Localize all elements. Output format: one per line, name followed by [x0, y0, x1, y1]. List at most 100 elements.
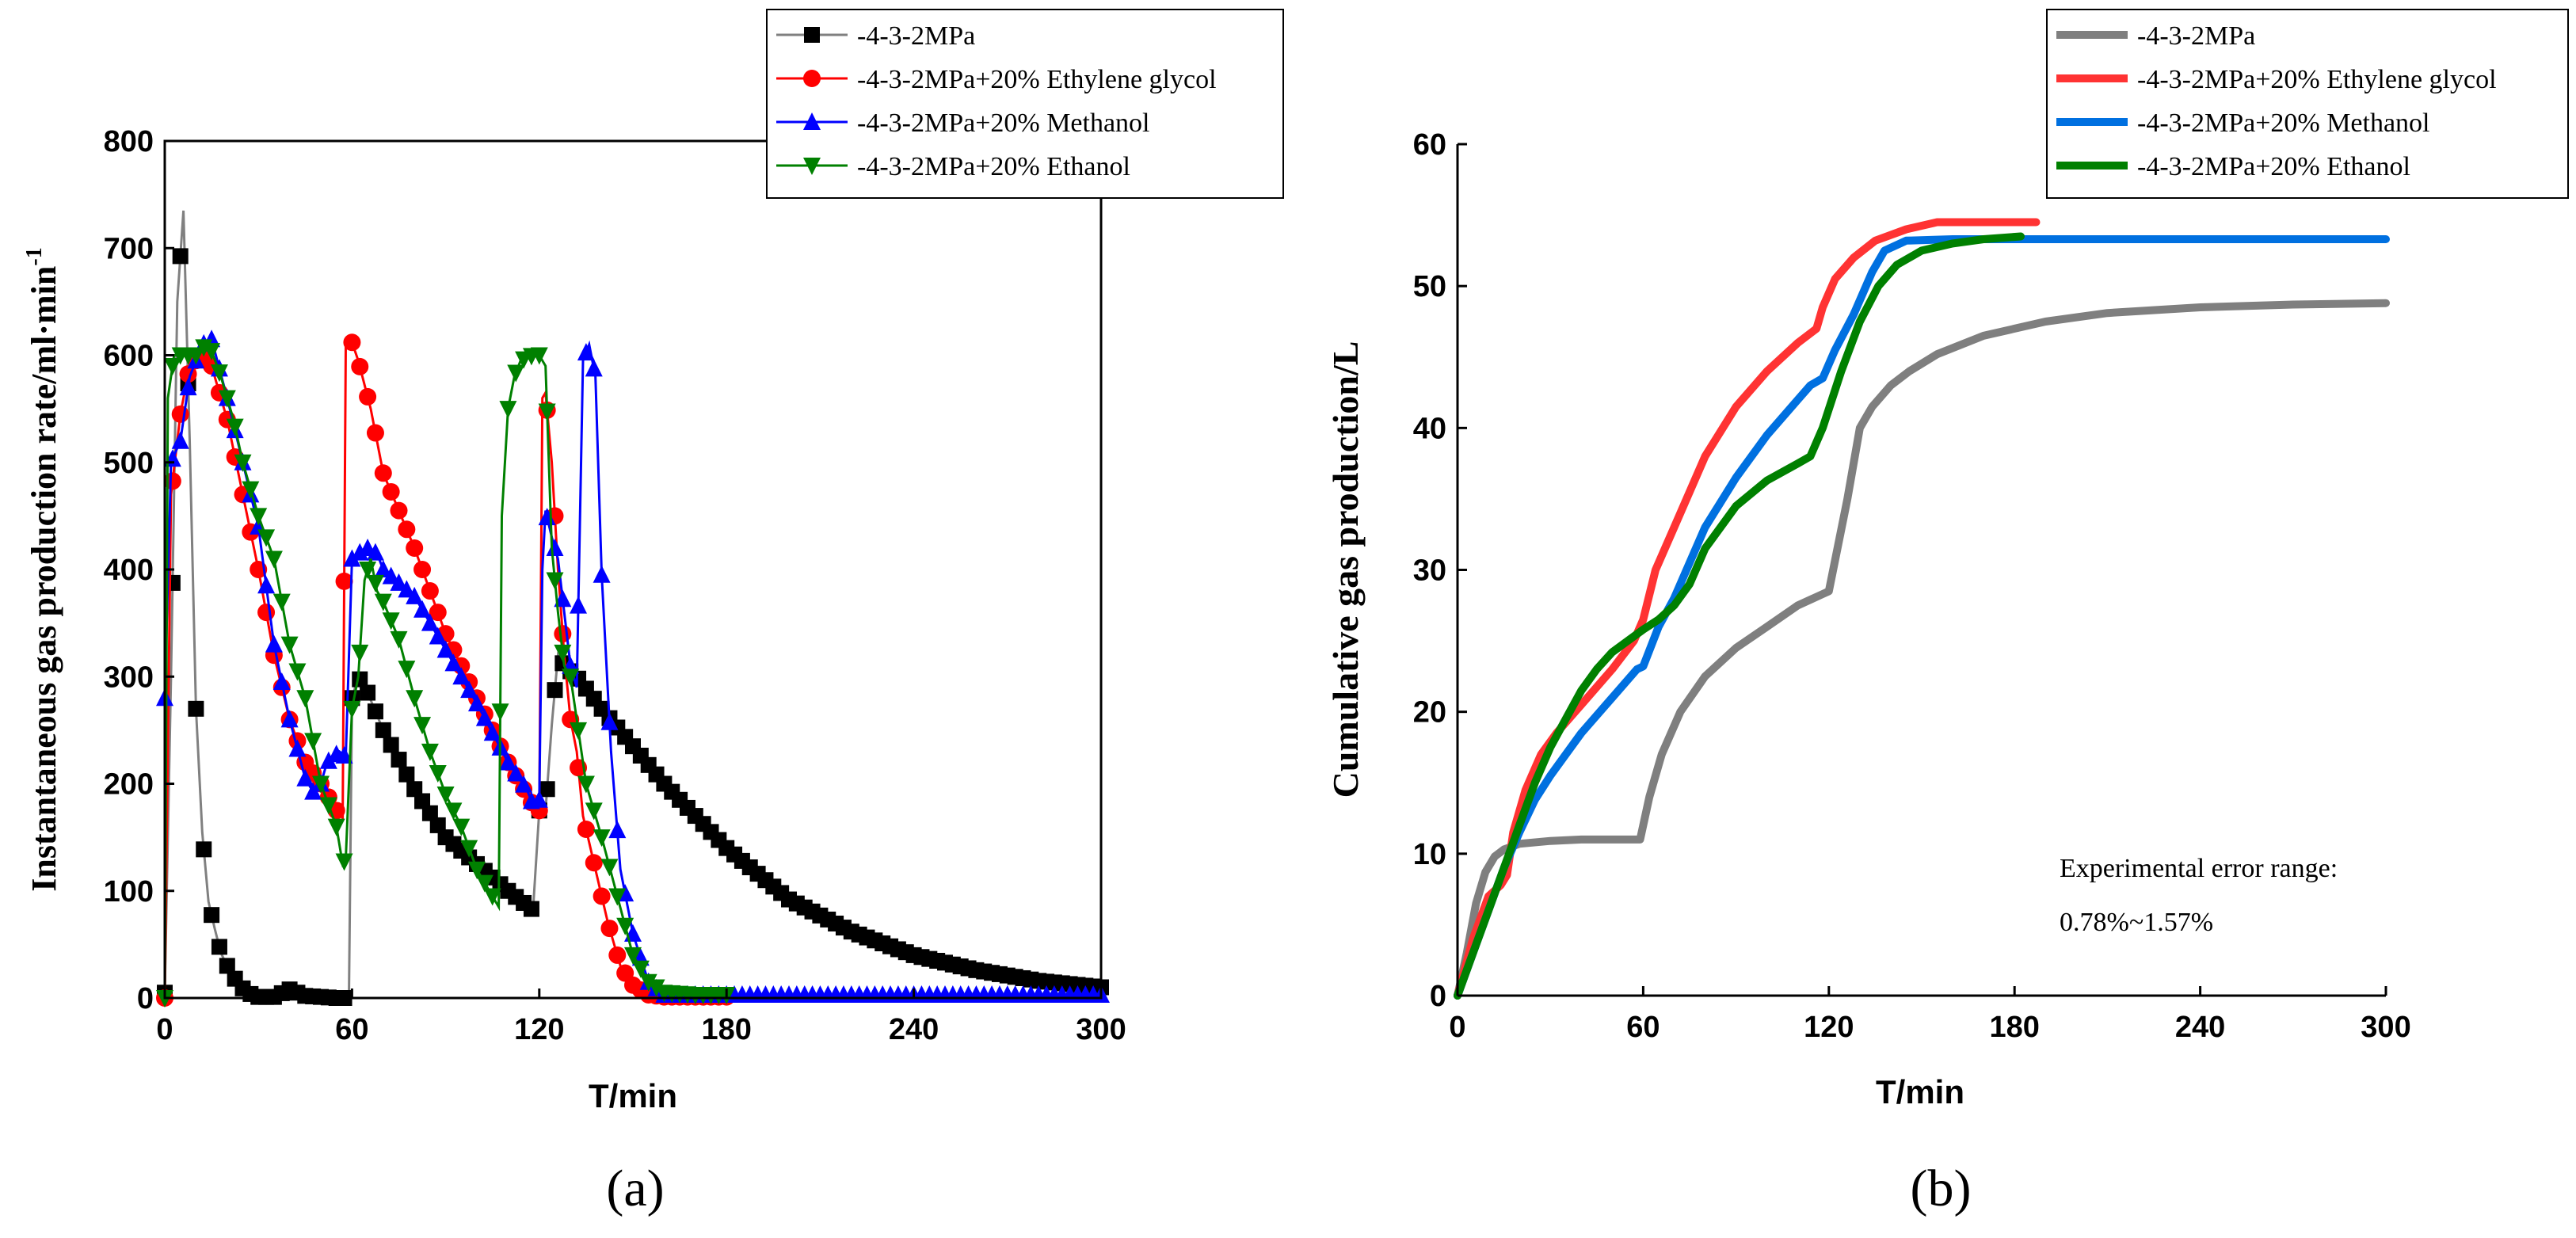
panel-a-data-point — [507, 364, 525, 383]
panel-a-data-point — [421, 582, 439, 600]
panel-b-x-tick-label: 120 — [1804, 1011, 1854, 1044]
panel-a-data-point — [211, 939, 227, 955]
panel-a-data-point — [312, 775, 330, 794]
panel-b-x-tick-label: 240 — [2175, 1011, 2225, 1044]
panel-a-data-point — [523, 901, 539, 917]
panel-a-data-point — [624, 947, 642, 965]
panel-a-y-tick-label: 800 — [104, 125, 154, 158]
panel-a-data-point — [600, 712, 619, 730]
panel-a-data-point — [452, 667, 471, 685]
panel-a-data-point — [475, 708, 493, 726]
panel-b-legend-label: -4-3-2MPa+20% Ethanol — [2137, 152, 2410, 181]
panel-b-label: (b) — [1911, 1160, 1972, 1217]
panel-a-data-point — [406, 781, 423, 798]
panel-a-data-point — [444, 653, 463, 672]
panel-a-x-tick-label: 300 — [1076, 1013, 1126, 1046]
panel-a-data-point — [390, 630, 408, 649]
panel-a-data-point — [288, 739, 307, 757]
panel-a-data-point — [171, 405, 189, 423]
panel-b-chart: 0 60 120 180 240 300 0 10 20 30 40 50 60 T/min Cumul… — [1325, 9, 2569, 1217]
panel-a-data-point — [475, 874, 493, 893]
panel-a-data-point — [280, 636, 299, 654]
panel-a-y-tick-label: 0 — [137, 982, 154, 1015]
panel-a-label: (a) — [606, 1160, 664, 1217]
panel-a-data-point — [172, 248, 189, 265]
panel-b-y-tick-label: 10 — [1413, 838, 1446, 871]
panel-b-annotation-line-1: Experimental error range: — [2060, 854, 2338, 883]
panel-a-data-point — [242, 481, 260, 499]
panel-a-legend-marker — [803, 158, 821, 175]
panel-a-legend-label: -4-3-2MPa+20% Ethylene glycol — [857, 65, 1217, 94]
panel-a-data-point — [413, 717, 432, 735]
panel-a-data-point — [530, 790, 548, 808]
panel-a-data-point — [647, 979, 665, 997]
panel-a-data-point — [570, 722, 588, 740]
panel-b-legend-label: -4-3-2MPa+20% Methanol — [2137, 109, 2430, 138]
panel-b-y-axis-label: Cumulative gas production/L — [1325, 341, 1366, 798]
panel-a-data-point — [452, 818, 471, 836]
panel-a-data-point — [360, 684, 376, 701]
panel-a-data-point — [218, 390, 236, 408]
panel-a-data-point — [257, 529, 276, 547]
panel-a-data-point — [593, 829, 611, 848]
panel-a-data-point — [483, 723, 501, 741]
panel-a-x-tick-label: 0 — [156, 1013, 173, 1046]
panel-a-data-point — [436, 640, 455, 658]
panel-a-data-point — [593, 565, 611, 583]
panel-a-data-point — [351, 357, 369, 375]
panel-a-data-point — [343, 549, 361, 567]
panel-a-series-0 — [157, 210, 1109, 1006]
panel-a-y-axis-label: Instantaneous gas production rate/ml·min… — [22, 247, 63, 891]
panel-a-data-point — [203, 343, 221, 361]
panel-a-x-tick-label: 120 — [514, 1013, 564, 1046]
panel-a-data-point — [374, 560, 392, 577]
panel-a-data-point — [608, 888, 627, 906]
panel-a-legend-marker — [803, 112, 821, 130]
panel-a-data-point — [374, 464, 392, 482]
panel-b-series-line-2 — [1454, 235, 2390, 1000]
panel-a-data-point — [390, 501, 408, 520]
panel-b-y-tick-label: 40 — [1413, 412, 1446, 445]
panel-a-data-point — [429, 604, 447, 622]
panel-a-data-point — [296, 768, 314, 787]
panel-a-data-point — [304, 733, 322, 751]
panel-b-y-tick-label: 60 — [1413, 128, 1446, 162]
panel-a-data-point — [327, 818, 345, 836]
panel-a-legend-box — [766, 9, 1284, 199]
panel-a-data-point — [539, 781, 555, 798]
panel-a-data-point — [382, 482, 400, 501]
panel-a-data-point — [398, 661, 416, 679]
panel-a-data-point — [406, 539, 424, 557]
panel-a-data-point — [421, 613, 439, 631]
panel-a-data-point — [288, 663, 307, 681]
panel-a-data-point — [414, 793, 431, 809]
panel-a-data-point — [351, 543, 369, 561]
panel-b-legend-label: -4-3-2MPa+20% Ethylene glycol — [2137, 65, 2497, 94]
panel-a-data-point — [163, 358, 181, 376]
panel-a-data-point — [436, 787, 455, 805]
panel-b-x-tick-label: 60 — [1626, 1011, 1660, 1044]
panel-a-data-point — [585, 854, 603, 872]
panel-a-data-point — [219, 958, 235, 974]
panel-a-data-point — [359, 387, 377, 406]
panel-a-data-point — [296, 690, 314, 708]
panel-a-data-point — [257, 604, 276, 622]
panel-a-y-tick-label: 700 — [104, 232, 154, 265]
panel-a-data-point — [319, 751, 337, 769]
panel-a-x-axis-label: T/min — [589, 1077, 677, 1114]
panel-a-data-point — [554, 644, 572, 662]
panel-a-data-point — [196, 841, 212, 858]
panel-a-data-point — [171, 431, 189, 449]
panel-a-data-point — [188, 700, 204, 717]
panel-a-data-point — [491, 703, 509, 722]
panel-b-annotation-line-2: 0.78%~1.57% — [2060, 908, 2213, 937]
panel-b-legend: -4-3-2MPa -4-3-2MPa+20% Ethylene glycol -4… — [2046, 9, 2569, 199]
panel-a-y-tick-label: 100 — [104, 875, 154, 909]
panel-a-data-point — [382, 612, 400, 630]
panel-b-series-line-3 — [1454, 232, 2025, 1000]
panel-b-y-tick-label: 0 — [1430, 980, 1446, 1013]
panel-a-y-axis-label-text: Instantaneous gas production rate/ml·min — [25, 266, 63, 892]
panel-a-data-point — [343, 333, 361, 352]
panel-a-data-point — [600, 859, 619, 877]
panel-a-y-tick-label: 500 — [104, 447, 154, 480]
